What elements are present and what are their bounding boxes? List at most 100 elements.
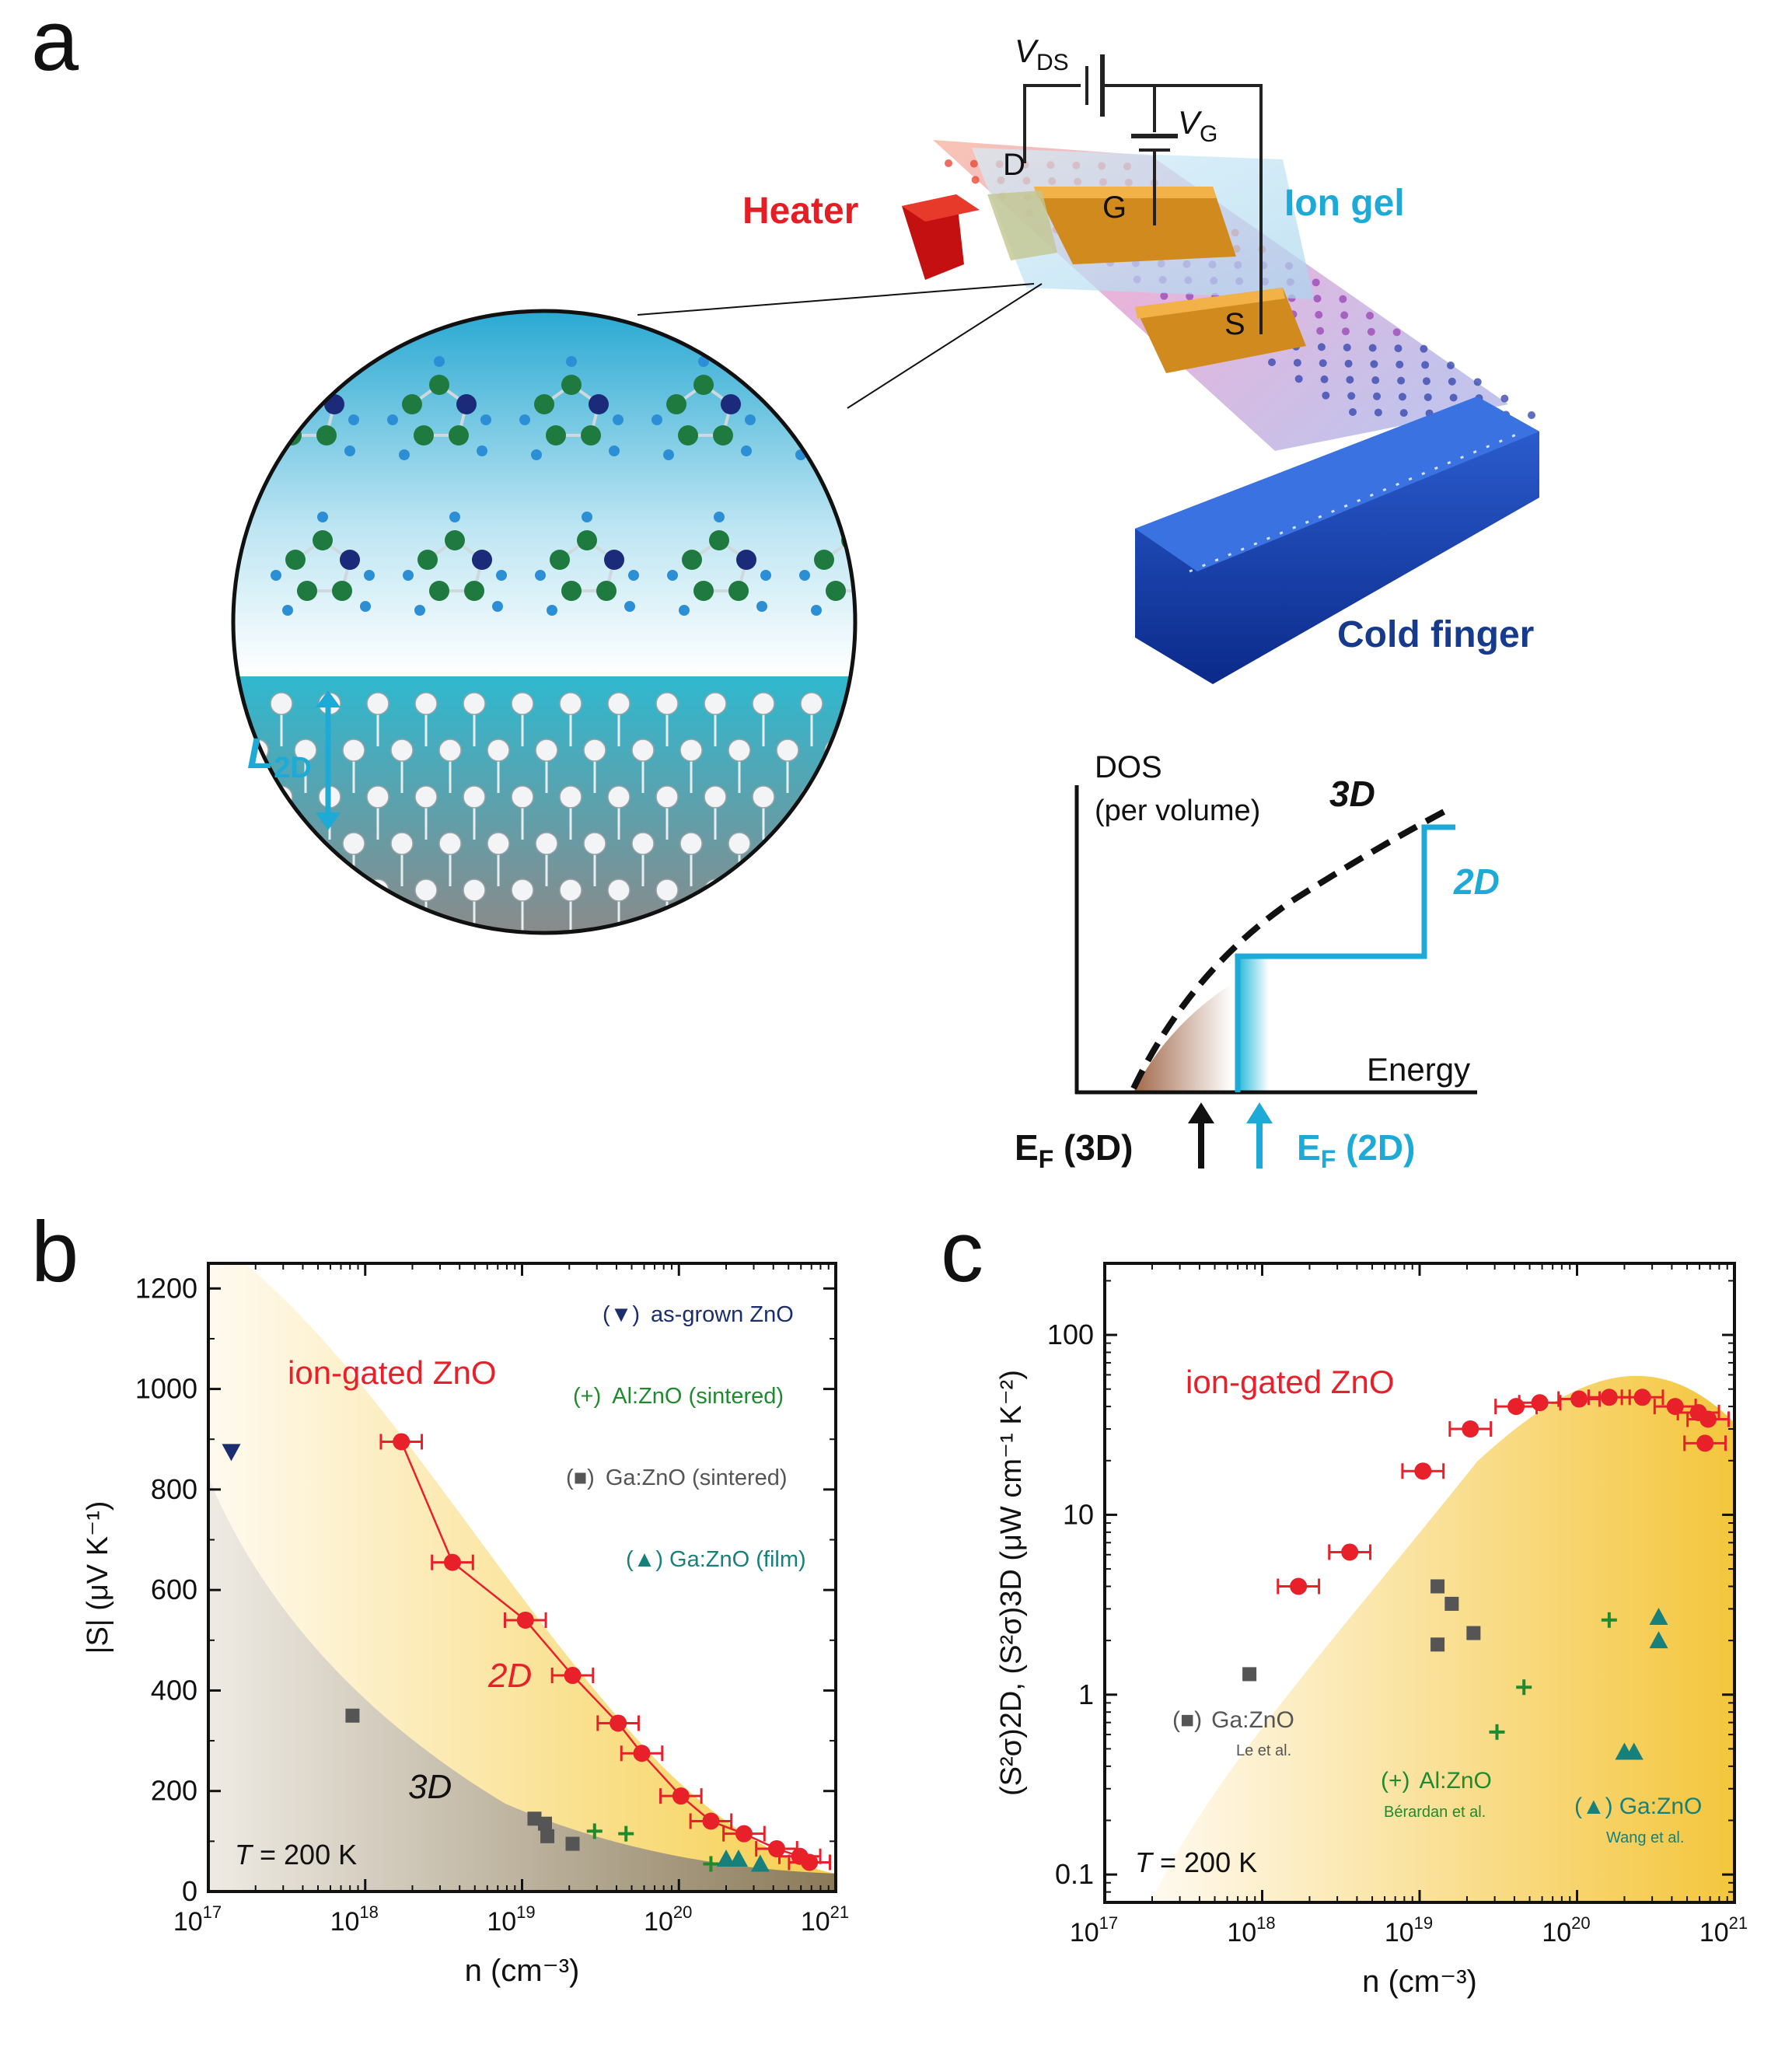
c-data-point: [1624, 1742, 1644, 1760]
b-data-point: [750, 1854, 770, 1872]
gate-pad: [1034, 187, 1236, 264]
c-data-point: [1507, 1398, 1525, 1416]
b-data-point: [703, 1856, 719, 1872]
vds-label: VDS: [1015, 33, 1069, 75]
b-y-tick-label: 200: [151, 1775, 197, 1807]
zoom-line-upper: [637, 283, 1035, 316]
c-data-point: [1466, 1626, 1481, 1640]
magnified-interface: [231, 309, 858, 935]
dos-ylabel-1: DOS: [1095, 750, 1162, 784]
c-data-point: [1531, 1394, 1549, 1412]
region-3d: [208, 1477, 836, 1892]
b-data-point: [222, 1444, 241, 1462]
b-x-tick-label: 1017: [173, 1902, 222, 1937]
b-x-tick-label: 1020: [644, 1902, 692, 1937]
panel-b-letter: b: [31, 1204, 79, 1300]
b-x-axis-title: n (cm⁻³): [465, 1954, 580, 1988]
c-data-point: [1341, 1543, 1359, 1561]
source-label: S: [1224, 307, 1245, 341]
b-x-tick-label: 1019: [487, 1902, 535, 1937]
b-y-tick-label: 0: [182, 1875, 197, 1907]
b-data-point: [345, 1708, 360, 1723]
ef-3d-label: EF (3D): [1015, 1127, 1133, 1173]
c-annot-1-ref: Bérardan et al.: [1384, 1804, 1486, 1821]
dos-2d-step: [1235, 824, 1455, 1092]
c-data-point: [1666, 1398, 1684, 1416]
c-data-point: [1516, 1679, 1532, 1696]
c-data-point: [1649, 1631, 1668, 1649]
ion-gel-label: Ion gel: [1284, 183, 1405, 224]
c-x-tick-label: 1019: [1385, 1913, 1433, 1947]
l2d-arrow: [316, 690, 341, 830]
dos-diagram: [1074, 785, 1477, 1168]
c-temp-label: T = 200 K: [1135, 1846, 1257, 1878]
dos-ylabel-2: (per volume): [1095, 795, 1260, 827]
c-annot-0-ref: Le et al.: [1236, 1742, 1291, 1759]
c-y-tick-label: 10: [1063, 1498, 1094, 1530]
b-data-point: [702, 1812, 720, 1830]
c-x-tick-label: 1017: [1070, 1913, 1118, 1947]
b-data-point: [537, 1816, 552, 1831]
c-data-point: [1600, 1389, 1618, 1406]
b-data-point: [565, 1836, 580, 1851]
b-data-point: [586, 1823, 603, 1839]
c-data-point: [1290, 1577, 1308, 1595]
dos-3d-curve: [1130, 805, 1451, 1090]
c-x-tick-label: 1018: [1227, 1913, 1275, 1947]
c-data-point: [1699, 1410, 1717, 1428]
cold-finger-label: Cold finger: [1337, 614, 1534, 655]
b-data-point: [443, 1553, 461, 1571]
b-legend-2: (■) Ga:ZnO (sintered): [566, 1465, 788, 1490]
circuit-wires: [1023, 54, 1263, 334]
b-data-point: [516, 1611, 534, 1629]
b-y-axis-title: |S| (μV K⁻¹): [82, 1501, 114, 1654]
b-data-point: [618, 1825, 634, 1842]
c-x-tick-label: 1021: [1699, 1913, 1748, 1947]
b-y-tick-label: 400: [151, 1674, 197, 1706]
c-data-point: [1570, 1390, 1588, 1408]
b-curve-label: ion-gated ZnO: [288, 1354, 497, 1391]
c-data-point: [1242, 1667, 1257, 1682]
c-data-point: [1489, 1724, 1505, 1740]
dos-xlabel: Energy: [1367, 1051, 1470, 1088]
c-annot-0: (■) Ga:ZnO: [1172, 1707, 1294, 1733]
vg-label: VG: [1178, 104, 1217, 147]
b-3d-label: 3D: [408, 1768, 452, 1806]
c-data-point: [1430, 1579, 1445, 1594]
b-data-point: [633, 1745, 651, 1762]
device-illustration: [637, 54, 1539, 684]
panel-c-letter: c: [941, 1204, 983, 1300]
b-data-point: [540, 1829, 555, 1843]
c-y-tick-label: 1: [1078, 1678, 1094, 1710]
heater-block: [902, 194, 980, 280]
drain-pad: [987, 190, 1057, 260]
b-data-point: [767, 1840, 785, 1858]
b-data-point: [801, 1853, 819, 1871]
c-annot-1: (+) Al:ZnO: [1381, 1768, 1492, 1794]
b-x-tick-label: 1018: [330, 1902, 379, 1937]
zoom-line-lower: [847, 283, 1043, 409]
b-data-point: [564, 1667, 582, 1685]
drain-label: D: [1003, 148, 1025, 182]
c-data-point: [1414, 1462, 1432, 1480]
ef-2d-label: EF (2D): [1297, 1127, 1415, 1173]
dos-3d-label: 3D: [1329, 774, 1375, 814]
b-data-point: [672, 1787, 690, 1805]
c-data-point: [1649, 1607, 1668, 1625]
dos-2d-label: 2D: [1453, 861, 1500, 902]
c-x-tick-label: 1020: [1542, 1913, 1590, 1947]
b-legend-1: (+) Al:ZnO (sintered): [573, 1384, 784, 1409]
b-data-point: [728, 1849, 748, 1867]
c-y-tick-label: 0.1: [1055, 1858, 1094, 1890]
c-annot-2-ref: Wang et al.: [1606, 1829, 1684, 1846]
c-data-point: [1430, 1637, 1445, 1652]
source-pad: [1135, 288, 1306, 373]
c-data-point: [1462, 1420, 1479, 1438]
heater-label: Heater: [742, 190, 858, 232]
b-legend-0: (▼) as-grown ZnO: [603, 1302, 794, 1327]
b-data-point: [527, 1811, 542, 1826]
c-annot-2: (▲) Ga:ZnO: [1574, 1794, 1702, 1819]
b-2d-label: 2D: [487, 1657, 532, 1695]
c-x-axis-title: n (cm⁻³): [1362, 1965, 1477, 1999]
